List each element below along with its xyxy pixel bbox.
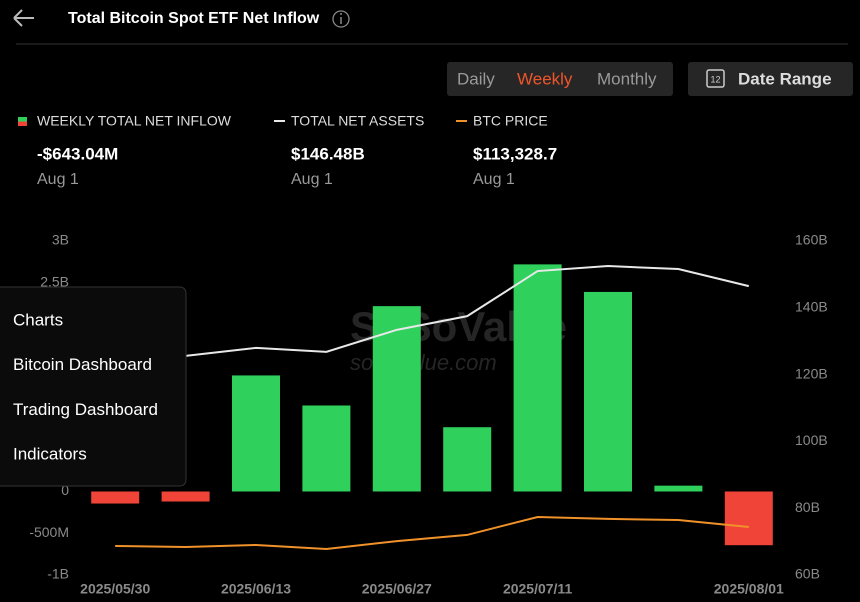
line	[185, 265, 750, 357]
tab[interactable]: Weekly	[517, 69, 573, 88]
menu-item[interactable]: Charts	[13, 310, 63, 329]
menu-item[interactable]: Trading Dashboard	[13, 400, 158, 419]
legend-label: TOTAL NET ASSETS	[291, 113, 424, 129]
bar	[232, 375, 280, 492]
bar	[302, 405, 351, 492]
legend-label: BTC PRICE	[473, 113, 548, 129]
x-tick-label: 2025/06/27	[362, 581, 432, 597]
page-title: Total Bitcoin Spot ETF Net Inflow	[68, 10, 320, 27]
legend-value: $146.48B	[291, 144, 365, 163]
tab-group	[447, 62, 673, 96]
back-arrow	[13, 9, 34, 27]
y-tick-label: 3B	[52, 232, 69, 248]
legend-date: Aug 1	[37, 171, 79, 188]
date-range-button[interactable]: 12 Date Range	[688, 62, 853, 96]
bar	[372, 306, 421, 492]
line	[115, 515, 749, 550]
y2-tick-label: 140B	[795, 299, 828, 315]
bar	[161, 491, 210, 502]
side-menu: Charts Bitcoin Dashboard Trading Dashboard…	[0, 286, 187, 487]
bar	[724, 491, 773, 546]
date-range-bg	[688, 62, 853, 96]
x-tick-label: 2025/08/01	[714, 581, 784, 597]
x-tick-label: 2025/05/30	[80, 581, 150, 597]
y2-tick-label: 80B	[795, 499, 820, 515]
legend-swatch	[274, 120, 285, 122]
bar	[91, 491, 140, 504]
y2-tick-label: 120B	[795, 365, 828, 381]
legend-date: Aug 1	[291, 171, 333, 188]
y2-tick-label: 160B	[795, 232, 828, 248]
legend-swatch	[18, 121, 27, 126]
watermark-site: sosovalue.com	[350, 350, 497, 375]
legend-value: $113,328.7	[473, 144, 557, 163]
legend-value: -$643.04M	[37, 144, 118, 163]
back-button[interactable]	[13, 9, 34, 27]
x-tick-label: 2025/07/11	[503, 581, 573, 597]
menu-panel	[0, 286, 187, 487]
calendar-day: 12	[710, 74, 720, 84]
info-circle	[332, 10, 350, 28]
tab[interactable]: Daily	[457, 69, 495, 88]
info-icon[interactable]	[332, 10, 350, 28]
bar	[654, 485, 703, 492]
y-tick-label: -1B	[47, 566, 69, 582]
calendar-icon	[706, 69, 725, 88]
legend-swatch	[18, 117, 27, 122]
legend-swatch	[456, 120, 467, 122]
menu-item[interactable]: Indicators	[13, 445, 87, 464]
y-tick-label: 0	[61, 482, 69, 498]
y-tick-label: 2.5B	[40, 273, 69, 289]
y-tick-label: -500M	[29, 524, 69, 540]
info-dot	[340, 13, 342, 15]
bar	[513, 264, 562, 492]
legend-date: Aug 1	[473, 171, 515, 188]
x-tick-label: 2025/06/13	[221, 581, 291, 597]
legend-label: WEEKLY TOTAL NET INFLOW	[37, 113, 232, 129]
y2-tick-label: 100B	[795, 432, 828, 448]
menu-item[interactable]: Bitcoin Dashboard	[13, 355, 152, 374]
tab[interactable]: Monthly	[597, 69, 657, 88]
bar	[443, 427, 492, 492]
bar	[584, 291, 632, 492]
y2-tick-label: 60B	[795, 566, 820, 582]
date-range-label: Date Range	[738, 69, 832, 88]
